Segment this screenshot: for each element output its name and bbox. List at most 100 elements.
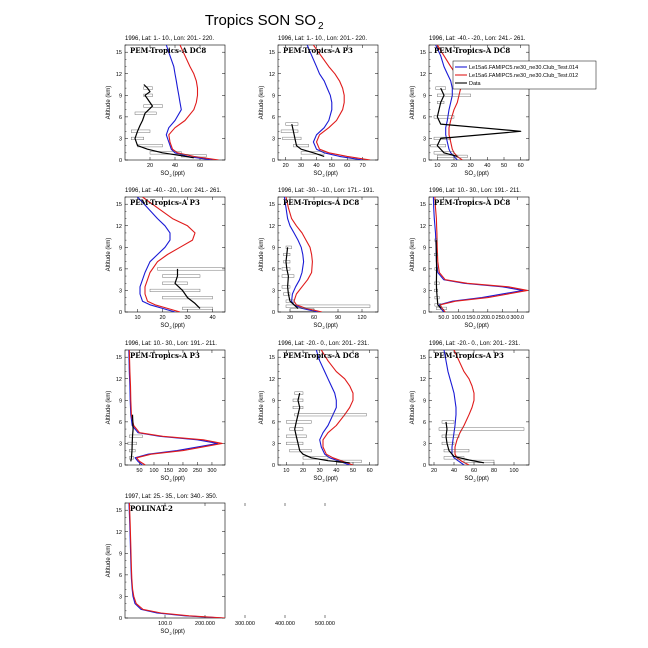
data-layer (281, 197, 371, 312)
panel-header: 1996, Lat: -30.- -10., Lon: 171.- 191. (278, 188, 375, 194)
x-tick-label: 500.000 (315, 621, 335, 627)
plot-frame (124, 44, 226, 161)
plot-frame (124, 349, 226, 466)
x-axis-label-main: SO (160, 629, 169, 635)
data-layer (131, 45, 219, 160)
y-tick-label: 6 (119, 115, 122, 121)
error-bar (131, 129, 151, 133)
x-axis-label: SO 2 (ppt) (464, 323, 489, 330)
y-tick-label: 3 (423, 288, 426, 294)
chart-panel-2: 1996, Lat: 1.- 10., Lon: 201.- 220. 0 3 6 9 1… (259, 36, 379, 178)
series-model2 (320, 350, 354, 465)
error-bar (433, 151, 455, 155)
x-axis-label-main: SO (160, 323, 169, 329)
x-axis-label: SO 2 (ppt) (160, 629, 185, 636)
x-tick-label: 20 (300, 468, 306, 474)
y-tick-label: 9 (272, 398, 275, 404)
y-tick-label: 6 (423, 420, 426, 426)
y-tick-label: 9 (119, 551, 122, 557)
x-tick-label: 10 (434, 163, 440, 169)
series-model1 (165, 45, 213, 160)
error-bar (463, 459, 495, 463)
y-tick-label: 3 (119, 136, 122, 142)
plot-frame (277, 196, 379, 313)
x-axis-label-main: SO (160, 476, 169, 482)
error-bar (149, 288, 201, 292)
x-tick-label: 40 (172, 163, 178, 169)
x-tick-label: 20 (147, 163, 153, 169)
panel-header: 1996, Lat: -40.- -20., Lon: 241.- 261. (429, 36, 526, 42)
x-axis-label-main: SO (313, 171, 322, 177)
y-tick-label: 3 (423, 136, 426, 142)
x-axis-label-unit: (ppt) (477, 323, 489, 329)
campaign-label: PEM-Tropics-A P3 (130, 351, 200, 360)
y-tick-label: 9 (119, 245, 122, 251)
campaign-label: PEM-Tropics-A P3 (130, 198, 200, 207)
x-axis-label: SO 2 (ppt) (160, 323, 185, 330)
chart-panel-10: 1997, Lat: 25.- 35., Lon: 340.- 350. 0 3 6 9… (106, 494, 335, 636)
x-axis-label-main: SO (313, 476, 322, 482)
x-axis-label-unit: (ppt) (173, 323, 185, 329)
x-tick-label: 30 (298, 163, 304, 169)
y-tick-label: 12 (420, 72, 426, 78)
y-tick-label: 15 (269, 355, 275, 361)
data-layer (127, 350, 223, 465)
series-data (291, 123, 325, 157)
x-axis-label-sub: 2 (170, 631, 173, 636)
error-bar (283, 260, 291, 264)
error-bar (131, 136, 144, 140)
y-tick-label: 6 (272, 420, 275, 426)
y-tick-label: 12 (269, 224, 275, 230)
x-tick-label: 60 (367, 468, 373, 474)
legend-label-3: Data (469, 81, 482, 87)
campaign-label: PEM-Tropics-A P3 (283, 46, 353, 55)
y-tick-label: 3 (272, 288, 275, 294)
error-bar (441, 420, 455, 424)
series-data (134, 84, 194, 159)
y-tick-label: 9 (119, 398, 122, 404)
series-model1 (283, 197, 319, 312)
error-bar (293, 144, 309, 148)
x-tick-label: 40 (451, 468, 457, 474)
y-tick-label: 3 (272, 441, 275, 447)
y-axis-label: Altitude (km) (106, 391, 112, 425)
chart-panel-5: 1996, Lat: -30.- -10., Lon: 171.- 191. 0 3… (259, 188, 379, 330)
error-bar (280, 129, 299, 133)
series-model2 (453, 350, 475, 465)
x-tick-label: 150 (164, 468, 173, 474)
chart-panel-3: 1996, Lat: -40.- -20., Lon: 241.- 261. 0 3… (410, 36, 530, 178)
series-model1 (128, 503, 224, 618)
y-tick-label: 12 (116, 377, 122, 383)
x-tick-label: 200.0 (481, 315, 495, 321)
x-axis-label-main: SO (464, 476, 473, 482)
x-tick-label: 100 (149, 468, 158, 474)
y-tick-label: 3 (119, 441, 122, 447)
x-tick-label: 30 (468, 163, 474, 169)
y-tick-label: 6 (119, 267, 122, 273)
x-tick-label: 50 (350, 468, 356, 474)
y-tick-label: 9 (423, 245, 426, 251)
chart-panel-9: 1996, Lat: -20.- 0., Lon: 201.- 231. 0 3 6 9… (410, 341, 530, 483)
error-bar (281, 267, 291, 271)
x-axis-label-sub: 2 (323, 478, 326, 483)
y-tick-label: 9 (272, 93, 275, 99)
panel-header: 1996, Lat: -40.- -20., Lon: 241.- 261. (125, 188, 222, 194)
y-axis-label: Altitude (km) (259, 238, 265, 272)
error-bar (300, 151, 325, 155)
error-bar (438, 427, 525, 431)
x-axis-label: SO 2 (ppt) (464, 476, 489, 483)
panel-header: 1996, Lat: -20.- 0., Lon: 201.- 231. (429, 341, 520, 347)
campaign-label: POLINAT-2 (130, 504, 173, 513)
x-tick-label: 200.000 (195, 621, 215, 627)
series-data (174, 268, 201, 309)
campaign-label: PEM-Tropics-A DC8 (434, 46, 510, 55)
error-bar (143, 104, 163, 108)
x-tick-label: 80 (491, 468, 497, 474)
series-model2 (128, 350, 223, 465)
error-bar (289, 308, 315, 312)
series-model2 (142, 197, 196, 312)
plot-frame (277, 44, 379, 161)
x-tick-label: 50 (329, 163, 335, 169)
y-tick-label: 6 (423, 267, 426, 273)
series-data (445, 421, 485, 464)
